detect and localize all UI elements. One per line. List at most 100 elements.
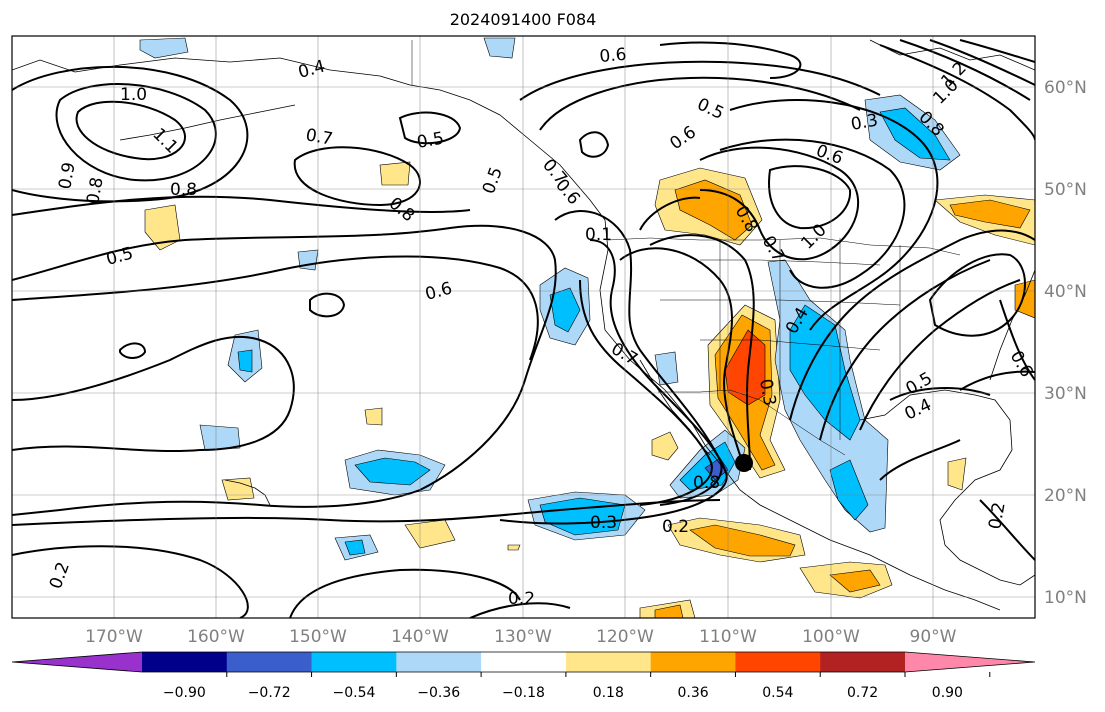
hudson-bay <box>869 39 1035 71</box>
colorbar-segment <box>735 652 821 672</box>
map-content: 1.0 1.1 0.9 0.8 0.8 0.5 0.4 0.7 0.5 0.8 … <box>12 36 1035 618</box>
state-border <box>700 259 881 266</box>
shade-negative-core <box>344 539 366 556</box>
contour-line <box>519 60 881 101</box>
shaded-anomalies <box>139 37 1035 618</box>
contour-line <box>12 65 249 203</box>
contour-line <box>289 568 521 618</box>
contour-line <box>554 210 723 506</box>
colorbar: −0.90 −0.72 −0.54 −0.36 −0.18 0.18 0.36 0.54 0.7… <box>11 651 1036 701</box>
colorbar-segment <box>226 652 313 672</box>
contour-line <box>999 299 1035 381</box>
contour-line <box>659 41 802 79</box>
colorbar-tick-label: −0.90 <box>163 685 206 701</box>
colorbar-segment <box>565 652 652 672</box>
colorbar-tick-label: −0.36 <box>417 685 460 701</box>
contour-line <box>929 39 1035 86</box>
shade-positive-region <box>221 477 255 501</box>
contour-line <box>12 255 539 361</box>
lon-label: 120°W <box>596 627 654 647</box>
shade-positive-region <box>364 407 383 426</box>
shade-positive-region <box>379 161 411 186</box>
colorbar-tick-label: 0.72 <box>847 685 878 701</box>
contour-line <box>119 342 147 359</box>
colorbar-tick-label: −0.18 <box>502 685 545 701</box>
contour-lines <box>12 39 1035 618</box>
us-canada-border <box>607 237 961 256</box>
contour-label: 0.9 <box>55 161 79 191</box>
contour-label: 0.6 <box>599 45 628 67</box>
contour-line <box>55 83 217 182</box>
lon-label: 160°W <box>187 627 245 647</box>
longitude-labels: 170°W 160°W 150°W 140°W 130°W 120°W 110°… <box>85 627 957 647</box>
contour-line <box>579 279 713 506</box>
colorbar-segment <box>142 652 228 672</box>
shade-positive-core <box>654 604 684 618</box>
contour-line <box>12 335 295 453</box>
colorbar-segment <box>481 652 567 672</box>
contour-label: 0.8 <box>693 473 720 493</box>
shade-positive-core <box>829 569 881 593</box>
shade-negative-core <box>549 287 581 333</box>
shade-positive-region <box>651 431 679 461</box>
contour-line <box>12 195 471 216</box>
shade-negative-core <box>789 304 861 441</box>
lon-label: 140°W <box>391 627 449 647</box>
colorbar-segment <box>396 652 482 672</box>
shade-negative-region <box>199 424 241 451</box>
lat-label: 60°N <box>1044 78 1087 98</box>
colorbar-tick-label: −0.72 <box>248 685 291 701</box>
shade-positive-region <box>507 544 521 551</box>
contour-line <box>729 99 939 331</box>
contour-label: 0.8 <box>83 176 107 206</box>
contour-label: 0.2 <box>508 589 535 609</box>
contour-line <box>879 44 1035 141</box>
shade-positive-core <box>674 179 753 241</box>
gulf-of-mexico-coast <box>859 389 1035 586</box>
contour-line <box>75 100 186 161</box>
contour-line <box>959 39 1035 63</box>
shade-negative-core <box>237 349 253 373</box>
latitude-labels: 60°N 50°N 40°N 30°N 20°N 10°N <box>1044 78 1087 608</box>
contour-line <box>768 165 852 230</box>
shade-positive-core <box>949 199 1031 229</box>
contour-line <box>819 259 991 441</box>
colorbar-tick-label: 0.54 <box>762 685 793 701</box>
colorbar-extend-low <box>12 652 142 672</box>
contour-label: 0.5 <box>415 129 445 153</box>
contour-line <box>639 196 701 231</box>
lat-label: 40°N <box>1044 282 1087 302</box>
contour-line <box>889 387 991 401</box>
contour-line <box>398 111 462 145</box>
contour-line <box>469 602 571 618</box>
colorbar-segment <box>650 652 736 672</box>
lon-label: 100°W <box>802 627 860 647</box>
shade-positive-region <box>404 519 456 549</box>
graticule <box>12 36 1035 618</box>
contour-line <box>309 292 346 318</box>
state-border <box>719 238 901 440</box>
shade-positive-region <box>947 457 967 491</box>
contour-label: 0.3 <box>849 111 879 135</box>
contour-label: 0.3 <box>590 513 617 533</box>
colorbar-segment <box>311 652 397 672</box>
contour-line <box>499 239 728 525</box>
west-coast <box>599 219 1001 611</box>
contour-line <box>959 370 1035 391</box>
shade-positive-region <box>1014 279 1035 319</box>
colorbar-tick-label: −0.54 <box>332 685 375 701</box>
contour-label: 0.3 <box>755 377 779 407</box>
contour-line <box>789 229 1035 421</box>
contour-line <box>649 234 755 471</box>
shade-negative-region <box>139 37 189 59</box>
colorbar-extend-high <box>905 652 1035 672</box>
contour-label: 0.2 <box>662 517 689 537</box>
contour-label: 1.0 <box>120 85 147 105</box>
contour-line <box>699 146 859 261</box>
contour-label: 0.1 <box>585 225 612 245</box>
lon-label: 130°W <box>494 627 552 647</box>
contour-line <box>619 247 746 471</box>
lon-label: 150°W <box>289 627 347 647</box>
contour-line <box>539 76 861 131</box>
